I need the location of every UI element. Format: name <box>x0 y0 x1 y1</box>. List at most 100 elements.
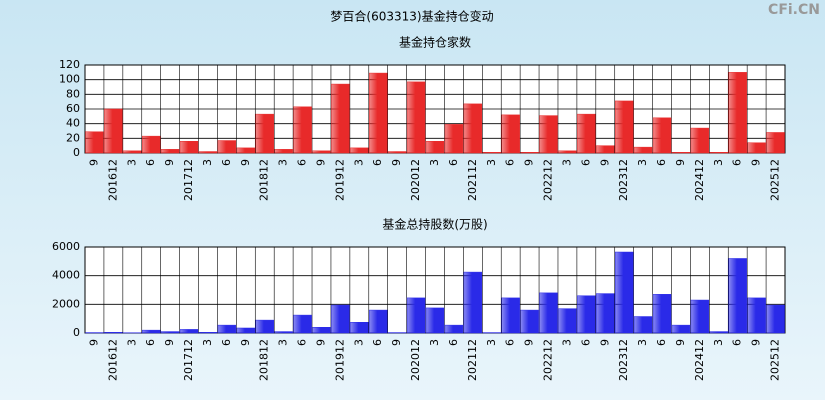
bar <box>217 140 237 154</box>
x-tick-label: 3 <box>636 339 649 346</box>
page-title: 梦百合(603313)基金持仓变动 <box>330 9 493 24</box>
x-tick-label: 3 <box>560 339 573 346</box>
x-tick-label: 202512 <box>769 159 782 201</box>
x-tick-label: 6 <box>296 339 309 346</box>
y-tick-label: 20 <box>66 131 80 144</box>
bar <box>747 297 766 334</box>
bar <box>350 147 369 154</box>
x-tick-label: 9 <box>87 339 100 346</box>
bar <box>539 115 558 154</box>
x-tick-label: 6 <box>731 339 744 346</box>
bar <box>255 319 274 334</box>
x-tick-label: 6 <box>504 159 517 166</box>
bar <box>142 329 161 334</box>
bar <box>198 332 218 334</box>
bar <box>747 142 766 154</box>
bar <box>274 149 293 154</box>
bar <box>160 331 180 334</box>
bar <box>539 292 558 334</box>
x-tick-label: 201612 <box>106 159 119 201</box>
x-tick-label: 3 <box>125 339 138 346</box>
bar <box>633 146 653 154</box>
bar <box>312 150 331 154</box>
x-tick-label: 6 <box>296 159 309 166</box>
x-tick-label: 201912 <box>333 159 346 201</box>
x-tick-label: 202112 <box>466 339 479 381</box>
x-tick-label: 9 <box>674 159 687 166</box>
bar <box>104 108 123 154</box>
bar <box>350 322 369 334</box>
y-tick-label: 6000 <box>52 240 80 253</box>
bar <box>142 135 161 154</box>
x-tick-label: 9 <box>750 159 763 166</box>
bar <box>596 293 615 334</box>
x-tick-label: 9 <box>239 159 252 166</box>
bar <box>198 151 218 154</box>
x-tick-label: 202212 <box>542 159 555 201</box>
bar <box>406 81 426 154</box>
bar <box>236 327 256 334</box>
x-tick-label: 6 <box>144 339 157 346</box>
bar <box>274 331 293 334</box>
x-tick-label: 9 <box>750 339 763 346</box>
x-tick-label: 202112 <box>466 159 479 201</box>
bar <box>596 145 615 154</box>
bar <box>709 331 728 334</box>
bar <box>123 150 142 154</box>
chart-title: 基金持仓家数 <box>399 35 471 50</box>
bar <box>652 294 672 334</box>
x-tick-label: 9 <box>523 339 536 346</box>
bar <box>463 271 483 334</box>
x-tick-label: 3 <box>428 159 441 166</box>
x-tick-label: 6 <box>144 159 157 166</box>
x-tick-label: 3 <box>201 159 214 166</box>
x-tick-label: 201912 <box>333 339 346 381</box>
y-tick-label: 0 <box>73 146 80 159</box>
y-tick-label: 60 <box>66 102 80 115</box>
x-tick-label: 3 <box>352 159 365 166</box>
x-tick-label: 6 <box>504 339 517 346</box>
x-tick-label: 9 <box>523 159 536 166</box>
x-tick-label: 202212 <box>542 339 555 381</box>
bar <box>558 308 577 334</box>
bar <box>369 72 388 154</box>
x-tick-label: 202412 <box>693 339 706 381</box>
y-tick-label: 0 <box>73 326 80 339</box>
x-tick-label: 9 <box>87 159 100 166</box>
y-tick-label: 4000 <box>52 269 80 282</box>
x-tick-label: 3 <box>485 339 498 346</box>
x-tick-label: 9 <box>163 339 176 346</box>
bar <box>425 141 445 154</box>
bar <box>179 141 199 154</box>
bar <box>482 152 501 154</box>
bar <box>728 258 747 334</box>
bar <box>444 324 464 334</box>
x-tick-label: 9 <box>674 339 687 346</box>
bar <box>520 309 539 334</box>
x-tick-label: 6 <box>655 339 668 346</box>
bar <box>614 251 634 334</box>
bar <box>728 72 747 154</box>
bar <box>425 307 445 334</box>
x-tick-label: 3 <box>560 159 573 166</box>
bar <box>85 131 104 154</box>
y-tick-label: 80 <box>66 87 80 100</box>
bar <box>387 151 407 154</box>
x-tick-label: 3 <box>277 339 290 346</box>
bar <box>577 295 596 334</box>
x-tick-label: 202012 <box>409 159 422 201</box>
x-tick-label: 201612 <box>106 339 119 381</box>
bar <box>558 150 577 154</box>
bar <box>160 149 180 154</box>
bar <box>293 106 312 154</box>
x-tick-label: 3 <box>428 339 441 346</box>
x-tick-label: 9 <box>163 159 176 166</box>
bar <box>501 297 520 334</box>
bar <box>766 304 785 334</box>
x-tick-label: 6 <box>731 159 744 166</box>
x-tick-label: 3 <box>352 339 365 346</box>
x-tick-label: 3 <box>201 339 214 346</box>
x-tick-label: 9 <box>598 159 611 166</box>
bar <box>331 304 350 334</box>
bar <box>690 127 710 154</box>
